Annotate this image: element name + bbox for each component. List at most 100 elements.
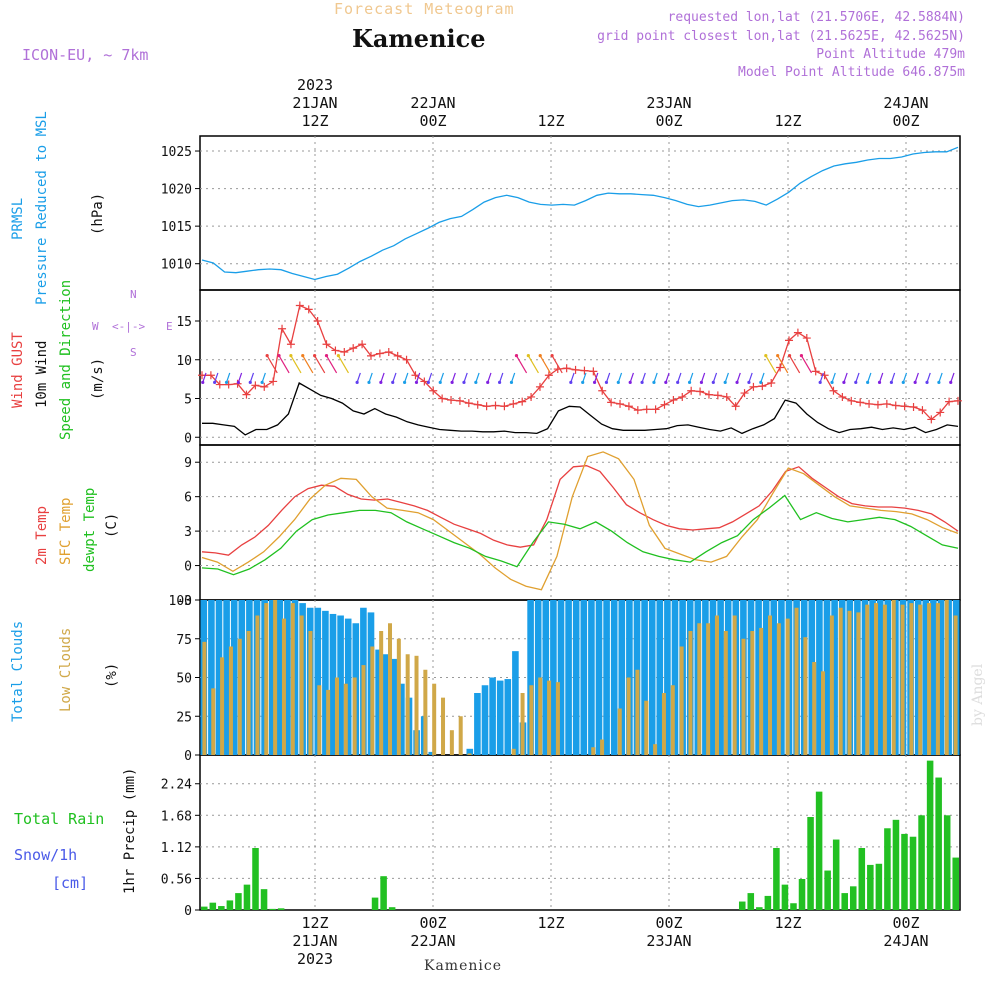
low-cloud-bar-0 xyxy=(202,641,207,755)
low-cloud-bar-52 xyxy=(661,693,666,755)
gust-marker-75 xyxy=(865,399,874,408)
total-cloud-bar-67 xyxy=(709,600,717,755)
model-altitude: Model Point Altitude 646.875m xyxy=(738,65,965,80)
low-cloud-bar-20 xyxy=(379,631,384,755)
gust-marker-58 xyxy=(713,391,722,400)
gust-marker-22 xyxy=(393,351,402,360)
total-cloud-bar-45 xyxy=(542,600,550,755)
wind-arrow-33 xyxy=(594,372,599,383)
gust-marker-73 xyxy=(847,396,856,405)
low-cloud-bar-63 xyxy=(759,627,764,755)
low-cloud-bar-29 xyxy=(458,716,463,755)
precip-bar-2 xyxy=(218,906,225,910)
gust-marker-3 xyxy=(224,380,233,389)
low-cloud-bar-21 xyxy=(388,623,392,755)
wind-arrowhead-19 xyxy=(426,380,430,384)
wind-arrow-1 xyxy=(214,372,219,383)
gust-marker-33 xyxy=(491,401,500,410)
gust-marker-48 xyxy=(624,402,633,411)
total-cloud-bar-88 xyxy=(869,600,876,755)
compass-w: W xyxy=(92,320,99,333)
wind-arrow-45 xyxy=(736,372,741,383)
low-cloud-bar-13 xyxy=(317,685,322,755)
gust-marker-36 xyxy=(518,397,527,406)
wind-arrowhead-14 xyxy=(367,380,371,384)
low-cloud-bar-23 xyxy=(405,654,410,755)
wind-arrow-44 xyxy=(724,372,729,383)
gust-marker-13 xyxy=(313,317,322,325)
total-cloud-bar-73 xyxy=(755,600,762,755)
total-cloud-bar-17 xyxy=(329,613,337,755)
bottom-hour-3: 00Z xyxy=(655,914,683,932)
total-cloud-bar-66 xyxy=(702,600,709,755)
pressure-line xyxy=(201,146,959,281)
low-cloud-bar-67 xyxy=(794,607,799,755)
total-cloud-bar-52 xyxy=(595,600,603,755)
low-cloud-bar-15 xyxy=(334,677,339,755)
wind-arrow-47 xyxy=(760,372,765,383)
wind-arrow-36 xyxy=(629,372,634,383)
precip-label-3: [cm] xyxy=(52,874,89,892)
gust-marker-54 xyxy=(678,392,687,401)
precip-bar-88 xyxy=(952,857,959,910)
gust-marker-61 xyxy=(740,389,749,398)
wind-arrow-50 xyxy=(789,355,801,374)
gust-marker-26 xyxy=(429,386,438,395)
gust-marker-70 xyxy=(820,371,829,380)
wind-arrow-8 xyxy=(290,355,302,374)
precip-bar-77 xyxy=(858,848,866,910)
gust-marker-63 xyxy=(758,382,767,391)
wind-arrow-30 xyxy=(551,355,563,374)
total-cloud-bar-10 xyxy=(276,600,284,755)
wind-arrowhead-30 xyxy=(550,354,554,358)
total-cloud-bar-62 xyxy=(671,600,679,755)
low-cloud-bar-74 xyxy=(856,612,861,755)
total-cloud-bar-58 xyxy=(641,600,648,755)
compass-s: S xyxy=(130,346,137,359)
gust-marker-18 xyxy=(358,340,367,349)
bottom-hour-0: 12Z xyxy=(301,914,329,932)
ytick-label-4-2: 1.12 xyxy=(161,841,192,856)
gust-marker-1 xyxy=(206,371,215,380)
total-cloud-bar-69 xyxy=(724,600,732,755)
wind-arrowhead-6 xyxy=(265,354,269,358)
wind-arrow-25 xyxy=(499,372,504,383)
low-cloud-bar-69 xyxy=(812,662,817,755)
precip-bar-66 xyxy=(764,895,772,910)
wind-arrowhead-35 xyxy=(616,380,620,384)
total-cloud-bar-9 xyxy=(268,600,276,755)
precip-bar-67 xyxy=(773,848,780,910)
low-cloud-bar-58 xyxy=(714,615,719,755)
wind-arrow-54 xyxy=(843,372,848,383)
ytick-label-3-3: 75 xyxy=(176,633,192,648)
precip-bar-76 xyxy=(849,886,857,910)
low-cloud-bar-77 xyxy=(882,604,887,755)
precip-bar-63 xyxy=(738,901,746,910)
wind-arrow-9 xyxy=(302,355,314,374)
low-cloud-bar-18 xyxy=(361,665,366,755)
low-cloud-bar-4 xyxy=(237,638,242,755)
low-cloud-bar-56 xyxy=(697,623,702,755)
ytick-label-0-0: 1010 xyxy=(161,258,192,273)
precip-bar-71 xyxy=(807,817,814,910)
ytick-label-1-3: 15 xyxy=(176,315,192,330)
ytick-label-4-4: 2.24 xyxy=(161,778,192,793)
gust-marker-17 xyxy=(349,344,358,353)
total-cloud-bar-25 xyxy=(390,658,398,755)
precip-bar-6 xyxy=(252,848,259,910)
gust-marker-77 xyxy=(882,399,891,408)
chart-subtitle: Forecast Meteogram xyxy=(334,0,515,18)
wind-arrowhead-31 xyxy=(569,380,573,384)
gust-marker-65 xyxy=(776,363,785,372)
temp-dewpt-line xyxy=(201,494,959,576)
wind-arrowhead-60 xyxy=(913,380,917,384)
wind-arrow-0 xyxy=(202,372,207,383)
low-cloud-bar-14 xyxy=(326,689,331,755)
low-cloud-bar-10 xyxy=(290,603,295,755)
wind-arrow-14 xyxy=(368,372,373,383)
ytick-label-0-1: 1015 xyxy=(161,220,192,235)
wind-arrowhead-15 xyxy=(379,380,383,384)
top-date-5: 24JAN xyxy=(883,94,929,112)
ytick-label-2-3: 6 xyxy=(184,491,192,506)
wind-arrowhead-40 xyxy=(676,380,680,384)
